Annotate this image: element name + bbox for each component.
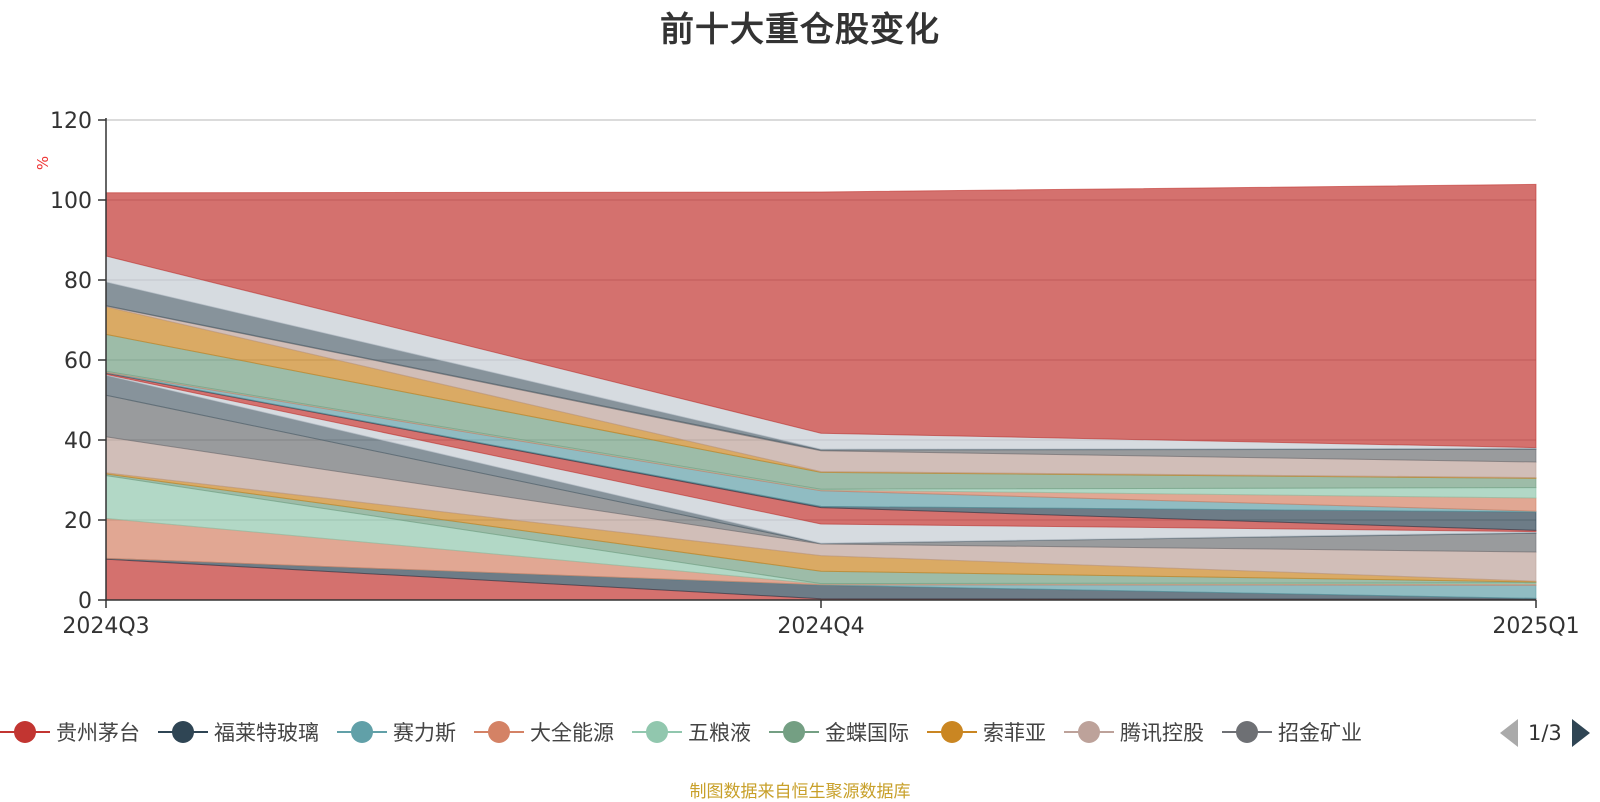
axes: 0 20 40 60 80 100 120 2024Q3 2024Q4 2025Q1: [50, 109, 1580, 639]
legend-label: 金蝶国际: [825, 721, 909, 745]
y-axis-label: %: [34, 156, 52, 170]
source-note: 制图数据来自恒生聚源数据库: [689, 782, 911, 802]
legend-page-indicator: 1/3: [1528, 721, 1562, 745]
legend-item[interactable]: 金蝶国际: [769, 712, 909, 752]
legend-label: 大全能源: [530, 721, 614, 745]
legend-marker-icon: [1222, 720, 1272, 744]
legend: 贵州茅台 福莱特玻璃 赛力斯 大全能源 五粮液 金蝶国际 索菲亚 腾讯控股 招金矿业: [0, 712, 1480, 752]
legend-marker-icon: [474, 720, 524, 744]
area-series: [105, 183, 1537, 601]
legend-next-arrow-icon[interactable]: [1571, 719, 1590, 747]
legend-label: 招金矿业: [1278, 721, 1362, 745]
x-tick-label: 2024Q4: [777, 614, 864, 639]
legend-prev-arrow-icon[interactable]: [1500, 719, 1518, 747]
legend-item[interactable]: 大全能源: [474, 712, 614, 752]
legend-marker-icon: [769, 720, 819, 744]
y-tick-label: 60: [64, 349, 92, 374]
legend-label: 赛力斯: [393, 721, 456, 745]
legend-item[interactable]: 招金矿业: [1222, 712, 1362, 752]
legend-item[interactable]: 贵州茅台: [0, 712, 140, 752]
x-tick-label: 2025Q1: [1492, 614, 1579, 639]
legend-marker-icon: [158, 720, 208, 744]
chart-plot: 0 20 40 60 80 100 120 2024Q3 2024Q4 2025Q1 %: [34, 109, 1580, 639]
legend-marker-icon: [927, 720, 977, 744]
chart-title: 前十大重仓股变化: [660, 10, 940, 50]
y-tick-label: 80: [64, 269, 92, 294]
legend-label: 索菲亚: [983, 721, 1046, 745]
legend-marker-icon: [1064, 720, 1114, 744]
legend-item[interactable]: 腾讯控股: [1064, 712, 1204, 752]
y-tick-label: 100: [50, 189, 92, 214]
legend-item[interactable]: 索菲亚: [927, 712, 1046, 752]
y-tick-label: 40: [64, 429, 92, 454]
legend-marker-icon: [0, 720, 50, 744]
x-tick-label: 2024Q3: [62, 614, 149, 639]
legend-pager: 1/3: [1500, 716, 1590, 750]
legend-marker-icon: [632, 720, 682, 744]
legend-item[interactable]: 五粮液: [632, 712, 751, 752]
y-tick-label: 20: [64, 509, 92, 534]
legend-label: 福莱特玻璃: [214, 721, 319, 745]
legend-label: 贵州茅台: [56, 721, 140, 745]
legend-item[interactable]: 赛力斯: [337, 712, 456, 752]
legend-item[interactable]: 福莱特玻璃: [158, 712, 319, 752]
y-tick-label: 120: [50, 109, 92, 134]
legend-marker-icon: [337, 720, 387, 744]
legend-label: 腾讯控股: [1120, 721, 1204, 745]
legend-label: 五粮液: [688, 721, 751, 745]
y-tick-label: 0: [78, 589, 92, 614]
